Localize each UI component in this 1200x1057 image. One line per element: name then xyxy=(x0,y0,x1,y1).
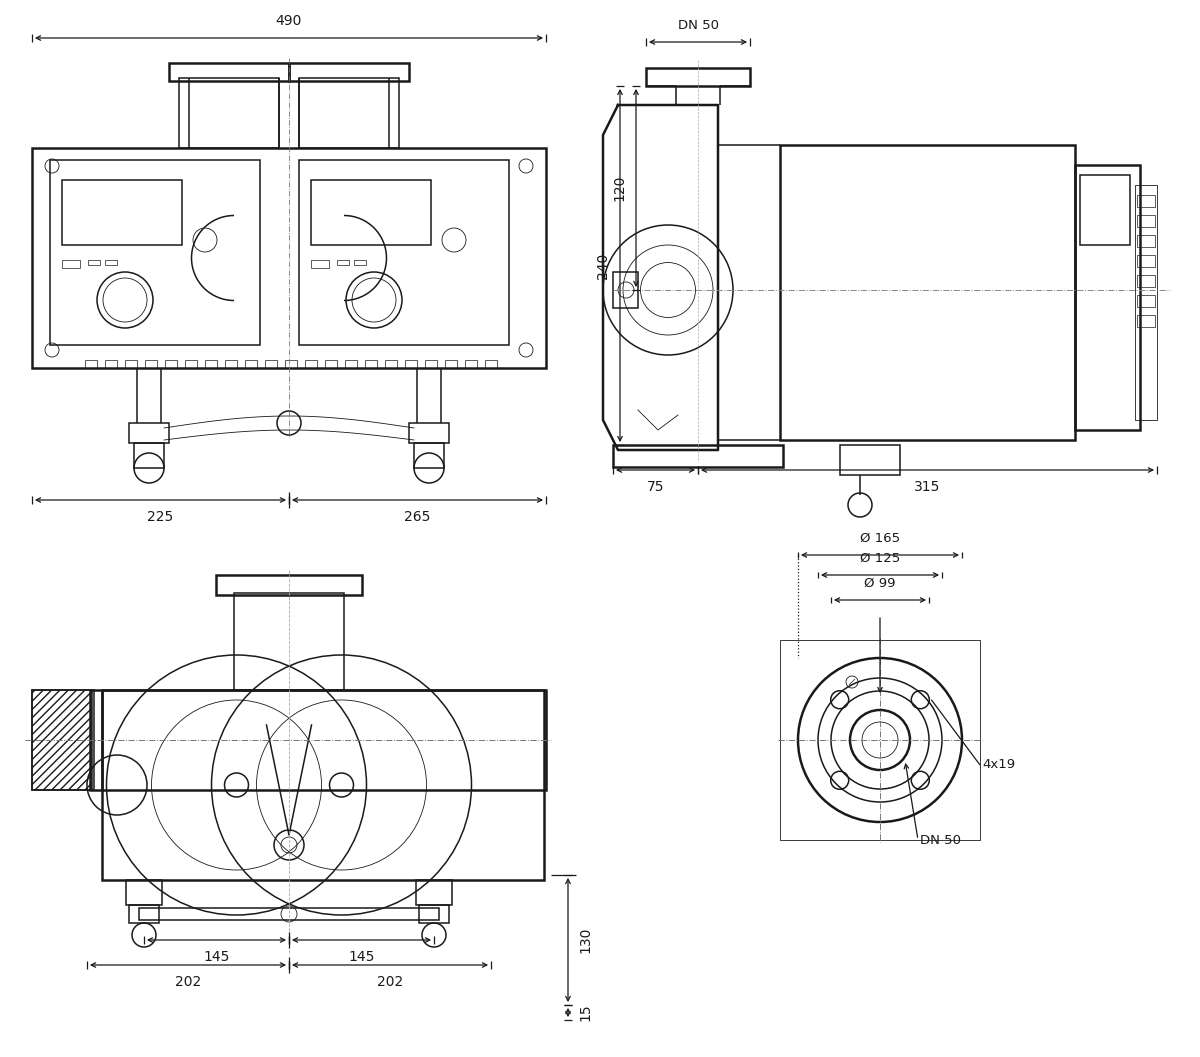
Bar xyxy=(106,260,118,265)
Text: 225: 225 xyxy=(148,509,174,524)
Bar xyxy=(1080,175,1130,245)
Bar xyxy=(613,272,638,308)
Bar xyxy=(365,360,377,368)
Bar xyxy=(416,880,452,905)
Bar xyxy=(50,160,260,345)
Bar xyxy=(166,360,178,368)
Bar xyxy=(414,443,444,468)
Text: 490: 490 xyxy=(276,14,302,27)
Bar xyxy=(1138,275,1154,288)
Bar xyxy=(466,360,478,368)
Bar xyxy=(325,360,337,368)
Bar xyxy=(1075,165,1140,430)
Text: 120: 120 xyxy=(612,174,626,201)
Bar xyxy=(337,260,349,265)
Bar xyxy=(311,180,431,245)
Text: 265: 265 xyxy=(404,509,431,524)
Bar xyxy=(234,593,344,690)
Bar xyxy=(125,360,137,368)
Bar xyxy=(169,63,289,81)
Bar xyxy=(216,575,362,595)
Bar xyxy=(419,905,449,923)
Bar xyxy=(179,78,278,148)
Bar xyxy=(126,880,162,905)
Bar xyxy=(299,78,398,148)
Bar xyxy=(62,180,182,245)
Bar xyxy=(840,445,900,475)
Bar xyxy=(409,423,449,443)
Bar xyxy=(85,360,97,368)
Bar xyxy=(289,63,409,81)
Bar xyxy=(139,908,439,920)
Bar xyxy=(265,360,277,368)
Bar xyxy=(354,260,366,265)
Text: 75: 75 xyxy=(647,480,665,494)
Text: 4x19: 4x19 xyxy=(982,759,1015,772)
Bar xyxy=(385,360,397,368)
Bar xyxy=(32,690,94,790)
Bar xyxy=(1135,185,1157,420)
Bar xyxy=(130,423,169,443)
Text: Ø 99: Ø 99 xyxy=(864,577,895,590)
Text: Ø 125: Ø 125 xyxy=(860,552,900,565)
Bar xyxy=(32,690,92,790)
Bar xyxy=(226,360,238,368)
Bar xyxy=(205,360,217,368)
Bar xyxy=(1138,235,1154,247)
Bar xyxy=(1138,194,1154,207)
Text: 202: 202 xyxy=(175,975,202,989)
Bar xyxy=(1138,315,1154,327)
Bar xyxy=(1138,215,1154,227)
Bar xyxy=(145,360,157,368)
Bar xyxy=(245,360,257,368)
Bar xyxy=(90,690,546,790)
Bar xyxy=(106,360,118,368)
Bar xyxy=(613,445,784,467)
Text: 240: 240 xyxy=(596,253,610,279)
Text: 315: 315 xyxy=(914,480,941,494)
Bar xyxy=(780,145,1075,440)
Bar xyxy=(780,639,980,840)
Text: DN 50: DN 50 xyxy=(678,19,719,32)
Bar xyxy=(299,160,509,345)
Bar xyxy=(425,360,437,368)
Text: 202: 202 xyxy=(377,975,403,989)
Bar xyxy=(102,690,544,880)
Bar xyxy=(32,148,546,368)
Text: 145: 145 xyxy=(203,950,229,964)
Bar xyxy=(485,360,497,368)
Bar xyxy=(134,443,164,468)
Text: 15: 15 xyxy=(578,1004,592,1021)
Bar xyxy=(445,360,457,368)
Bar xyxy=(311,260,329,268)
Bar xyxy=(130,905,158,923)
Bar xyxy=(185,360,197,368)
Bar xyxy=(406,360,418,368)
Bar xyxy=(646,68,750,86)
Text: 145: 145 xyxy=(348,950,374,964)
Text: 130: 130 xyxy=(578,927,592,953)
Text: Ø 165: Ø 165 xyxy=(860,532,900,545)
Bar xyxy=(1138,255,1154,267)
Bar xyxy=(62,260,80,268)
Bar xyxy=(1138,295,1154,307)
Bar xyxy=(305,360,317,368)
Bar xyxy=(88,260,100,265)
Bar xyxy=(346,360,358,368)
Text: DN 50: DN 50 xyxy=(920,834,961,847)
Bar xyxy=(286,360,298,368)
